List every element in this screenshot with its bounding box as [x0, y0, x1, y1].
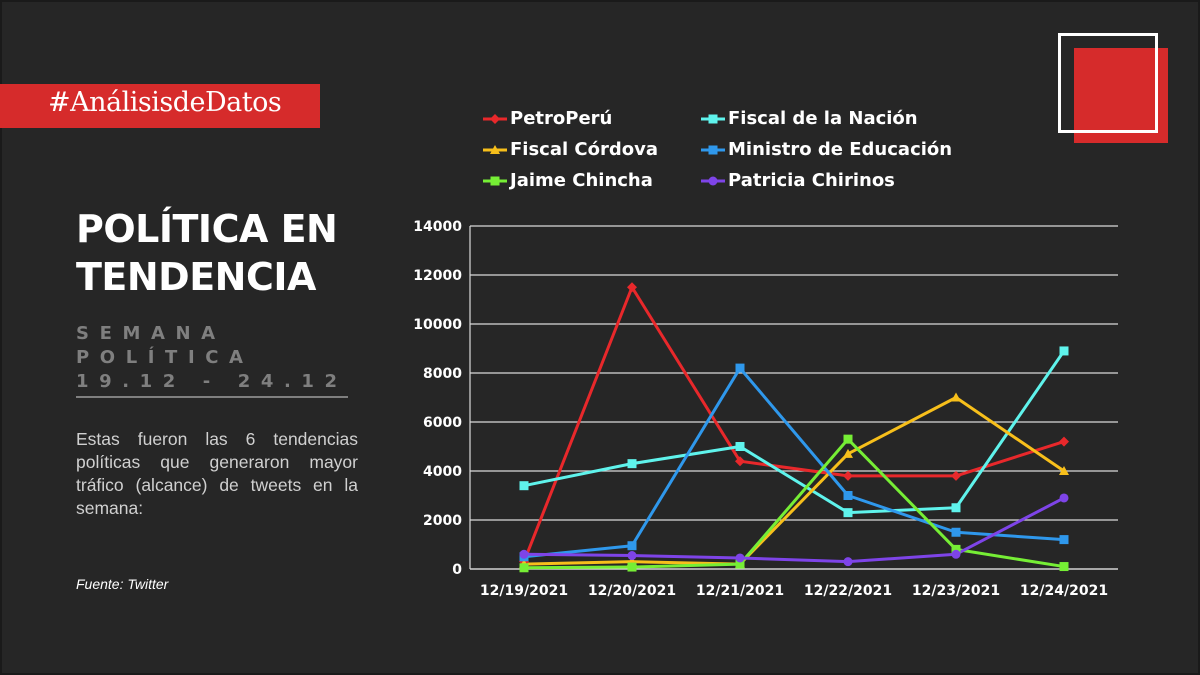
- legend-item: Patricia Chirinos: [700, 170, 895, 191]
- y-tick-label: 8000: [423, 366, 462, 382]
- y-tick-label: 14000: [413, 219, 462, 235]
- legend-swatch: [483, 113, 507, 124]
- legend-swatch: [483, 176, 507, 185]
- data-point: [735, 363, 745, 373]
- hashtag-label: #AnálisisdeDatos: [48, 87, 282, 118]
- legend-item: Fiscal Córdova: [482, 139, 658, 160]
- subtitle-line-2: POLÍTICA: [76, 347, 254, 368]
- description-text: Estas fueron las 6 tendencias políticas …: [76, 429, 358, 518]
- week-subtitle: SEMANA POLÍTICA 19.12 - 24.12: [76, 322, 348, 398]
- data-point: [1059, 436, 1069, 447]
- y-tick-label: 0: [452, 562, 462, 578]
- series-line: [522, 496, 1066, 564]
- legend-label: Patricia Chirinos: [728, 170, 895, 191]
- legend-label: Fiscal Córdova: [510, 139, 659, 160]
- data-point: [735, 442, 745, 451]
- data-point: [627, 282, 637, 293]
- hashtag-banner: [0, 84, 320, 128]
- y-tick-label: 6000: [423, 415, 462, 431]
- legend-swatch: [483, 144, 507, 154]
- data-point: [627, 541, 637, 551]
- decorative-red-square: [1074, 48, 1168, 143]
- legend-label: Jaime Chincha: [510, 170, 653, 191]
- data-point: [951, 470, 961, 481]
- series-line: [522, 366, 1066, 559]
- legend-swatch: [701, 176, 725, 185]
- data-point: [843, 470, 853, 481]
- series-line: [522, 349, 1066, 515]
- x-tick-label: 12/23/2021: [912, 583, 1000, 599]
- y-tick-label: 10000: [413, 317, 462, 333]
- data-point: [1059, 466, 1069, 475]
- series-line: [522, 396, 1066, 566]
- data-point: [519, 481, 529, 491]
- series-line: [522, 285, 1066, 564]
- x-tick-label: 12/22/2021: [804, 583, 892, 599]
- page-title: POLÍTICA EN TENDENCIA: [76, 205, 338, 301]
- series-line: [522, 437, 1066, 570]
- x-tick-label: 12/24/2021: [1020, 583, 1108, 599]
- legend-label: Fiscal de la Nación: [728, 108, 918, 129]
- line-chart: 0 2000 4000 6000 8000 10000 12000 14000 12/19/20…: [413, 219, 1118, 599]
- data-point: [1059, 346, 1069, 356]
- title-line-2: TENDENCIA: [76, 255, 316, 299]
- source-label: Fuente: Twitter: [76, 576, 169, 592]
- legend-swatch: [701, 145, 725, 154]
- data-point: [1059, 535, 1069, 545]
- legend-item: PetroPerú: [482, 108, 612, 129]
- data-point: [735, 553, 745, 563]
- legend-item: Jaime Chincha: [482, 170, 653, 191]
- data-point: [627, 551, 637, 561]
- subtitle-line-1: SEMANA: [76, 323, 226, 344]
- data-point: [519, 549, 529, 559]
- y-tick-label: 12000: [413, 268, 462, 284]
- title-line-1: POLÍTICA EN: [76, 207, 338, 251]
- data-point: [1059, 562, 1069, 572]
- data-point: [735, 559, 745, 569]
- data-point: [519, 563, 529, 573]
- data-point: [951, 503, 961, 513]
- x-tick-label: 12/21/2021: [696, 583, 784, 599]
- data-point: [843, 448, 853, 458]
- legend-swatch: [701, 114, 725, 123]
- data-point: [843, 557, 853, 567]
- data-point: [843, 434, 853, 444]
- legend-label: Ministro de Educación: [728, 139, 953, 160]
- legend-label: PetroPerú: [510, 108, 613, 129]
- legend-item: Fiscal de la Nación: [700, 108, 918, 129]
- data-point: [843, 508, 853, 518]
- y-tick-label: 4000: [423, 464, 462, 480]
- x-tick-label: 12/19/2021: [480, 583, 568, 599]
- data-point: [951, 527, 961, 537]
- data-point: [843, 491, 853, 500]
- data-point: [627, 459, 637, 469]
- legend-item: Ministro de Educación: [700, 139, 952, 160]
- data-point: [951, 392, 961, 402]
- y-tick-label: 2000: [423, 513, 462, 529]
- data-point: [951, 544, 961, 554]
- data-point: [627, 562, 637, 572]
- x-tick-label: 12/20/2021: [588, 583, 676, 599]
- data-point: [951, 549, 961, 559]
- data-point: [735, 456, 745, 467]
- subtitle-dates: 19.12 - 24.12: [76, 370, 348, 398]
- data-point: [1059, 493, 1069, 503]
- decorative-outline-square: [1058, 33, 1158, 133]
